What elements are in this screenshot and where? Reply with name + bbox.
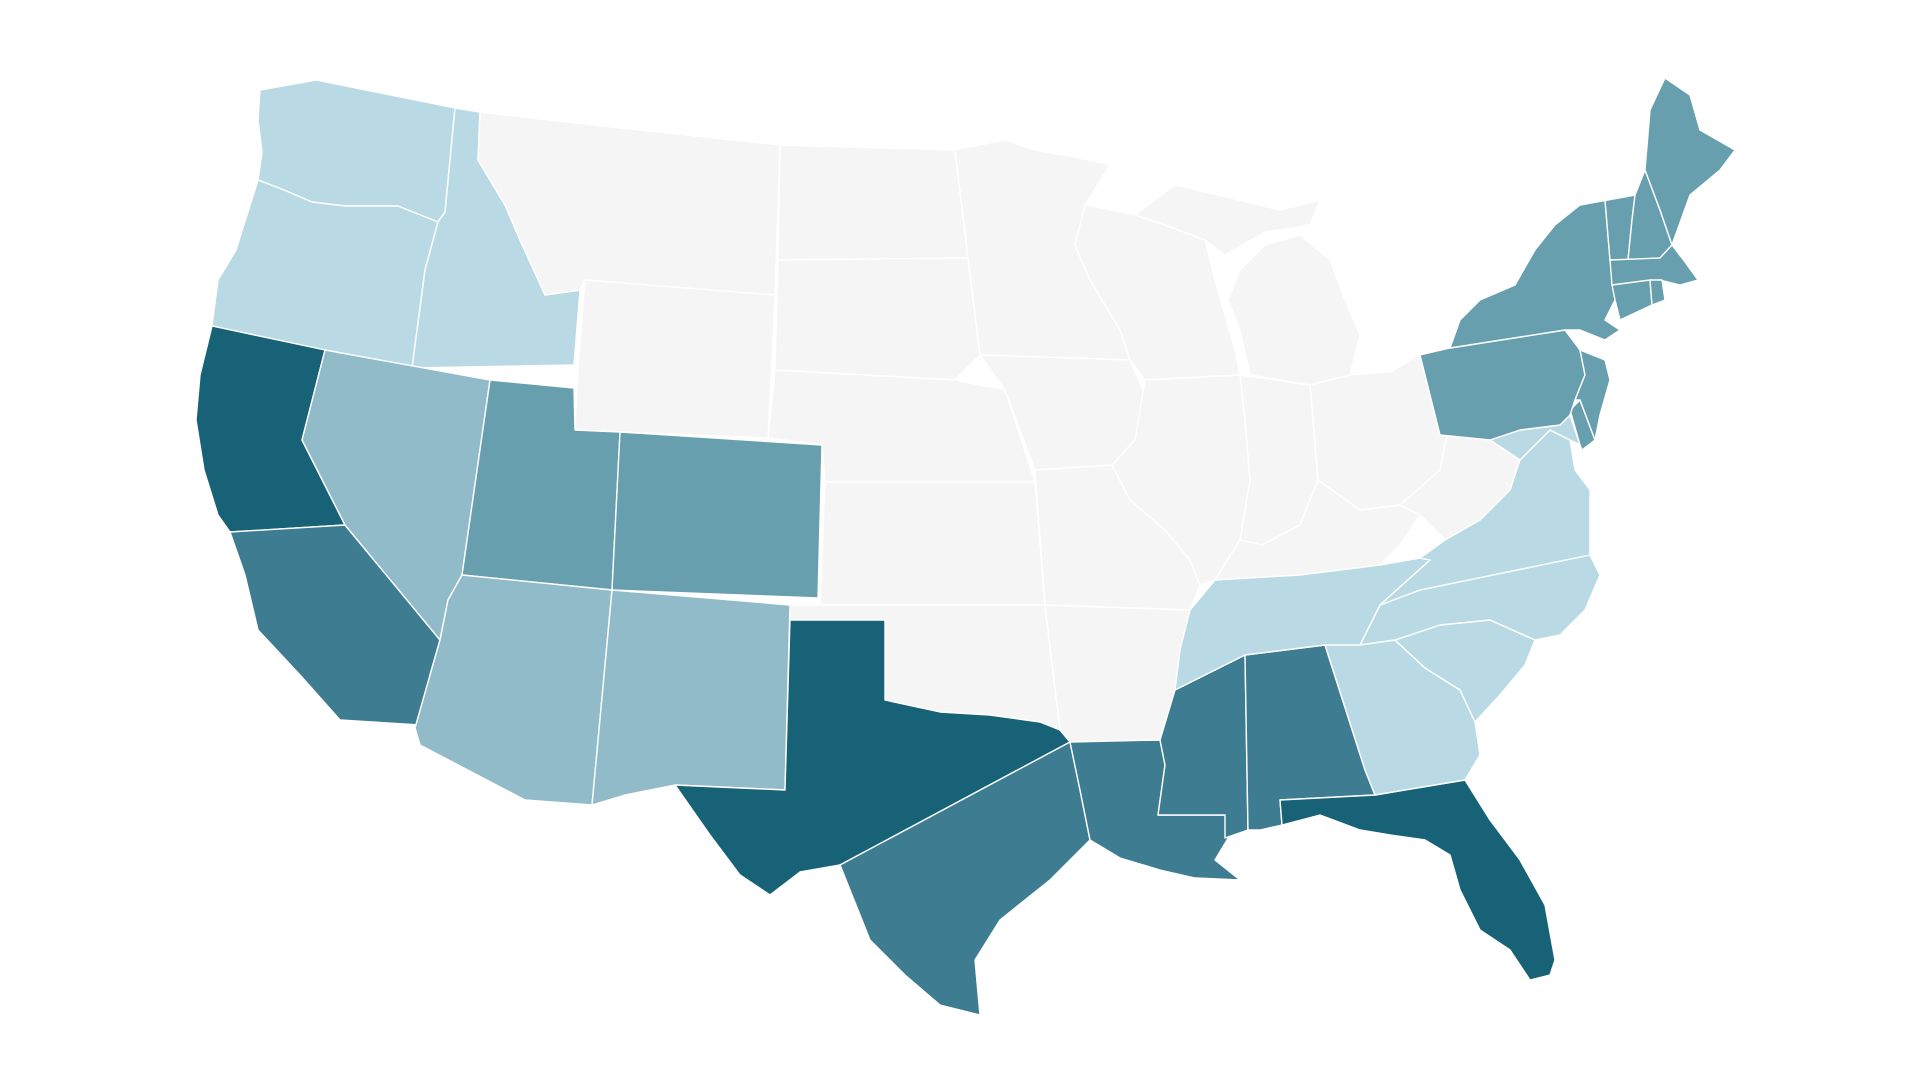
region-michigan-lower [1227,234,1361,386]
region-virginia [1379,429,1591,606]
region-tennessee [1174,557,1431,691]
region-north-dakota [777,144,969,261]
region-new-york [1449,199,1621,349]
region-new-mexico [591,589,791,806]
region-florida [1279,779,1556,981]
region-michigan-upper [1134,184,1321,256]
region-pennsylvania [1419,329,1586,441]
region-delaware [1569,399,1596,451]
region-south-dakota [774,257,981,381]
region-rhode-island [1649,279,1666,306]
region-wyoming [574,279,776,439]
region-maine [1644,77,1736,246]
region-connecticut [1611,279,1653,321]
region-montana [477,111,781,296]
region-colorado [611,431,823,599]
region-kansas [819,481,1046,606]
region-new-jersey [1574,349,1611,441]
